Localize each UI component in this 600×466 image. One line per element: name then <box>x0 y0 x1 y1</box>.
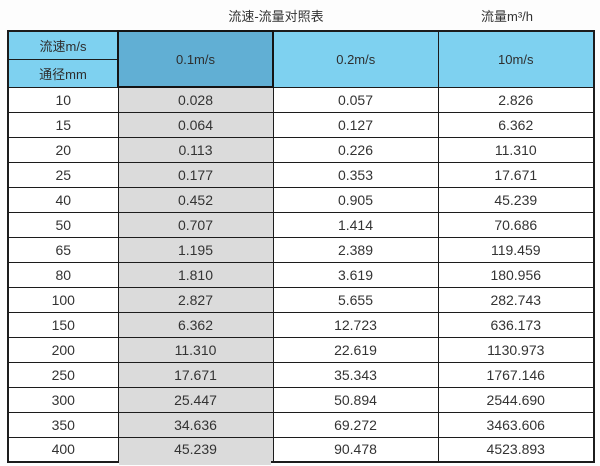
table-row: 300 25.447 50.894 2544.690 <box>7 386 595 413</box>
flow-value-cell: 636.173 <box>437 311 595 338</box>
diameter-cell: 300 <box>7 386 119 413</box>
diameter-cell: 40 <box>7 186 119 213</box>
flow-value-cell: 1130.973 <box>437 336 595 363</box>
table-row: 10 0.028 0.057 2.826 <box>7 86 595 113</box>
corner-diameter-label: 通径mm <box>7 58 119 88</box>
flow-value-cell: 17.671 <box>117 361 274 388</box>
table-row: 65 1.195 2.389 119.459 <box>7 236 595 263</box>
flow-conversion-table: 流速m/s 0.1m/s 0.2m/s 10m/s 通径mm 10 0.028 0.… <box>7 30 595 463</box>
diameter-cell: 250 <box>7 361 119 388</box>
table-row: 15 0.064 0.127 6.362 <box>7 111 595 138</box>
table-row: 200 11.310 22.619 1130.973 <box>7 336 595 363</box>
flow-value-cell: 0.905 <box>272 186 439 213</box>
flow-value-cell: 0.064 <box>117 111 274 138</box>
flow-value-cell: 2.826 <box>437 86 595 113</box>
diameter-cell: 20 <box>7 136 119 163</box>
diameter-cell: 15 <box>7 111 119 138</box>
flow-value-cell: 6.362 <box>437 111 595 138</box>
diameter-cell: 25 <box>7 161 119 188</box>
table-row: 350 34.636 69.272 3463.606 <box>7 411 595 438</box>
flow-value-cell: 45.239 <box>117 436 274 463</box>
flow-value-cell: 5.655 <box>272 286 439 313</box>
flow-value-cell: 11.310 <box>117 336 274 363</box>
table-row: 80 1.810 3.619 180.956 <box>7 261 595 288</box>
flow-value-cell: 2544.690 <box>437 386 595 413</box>
header-row-top: 流速m/s 0.1m/s 0.2m/s 10m/s <box>7 30 595 88</box>
flow-value-cell: 22.619 <box>272 336 439 363</box>
table-body: 10 0.028 0.057 2.826 15 0.064 0.127 6.362 20 0.11… <box>7 86 595 463</box>
table-header: 流速m/s 0.1m/s 0.2m/s 10m/s 通径mm <box>7 30 595 88</box>
flow-value-cell: 34.636 <box>117 411 274 438</box>
diameter-cell: 400 <box>7 436 119 463</box>
table-row: 20 0.113 0.226 11.310 <box>7 136 595 163</box>
diameter-cell: 10 <box>7 86 119 113</box>
flow-value-cell: 0.057 <box>272 86 439 113</box>
table-row: 25 0.177 0.353 17.671 <box>7 161 595 188</box>
table-row: 150 6.362 12.723 636.173 <box>7 311 595 338</box>
diameter-cell: 50 <box>7 211 119 238</box>
header-row-bottom: 通径mm <box>7 58 594 88</box>
flow-value-cell: 0.177 <box>117 161 274 188</box>
flow-value-cell: 70.686 <box>437 211 595 238</box>
flow-value-cell: 25.447 <box>117 386 274 413</box>
flow-unit-label: 流量m³/h <box>480 9 534 24</box>
flow-value-cell: 12.723 <box>272 311 439 338</box>
flow-value-cell: 1.810 <box>117 261 274 288</box>
flow-value-cell: 4523.893 <box>437 436 595 463</box>
flow-value-cell: 90.478 <box>272 436 439 463</box>
flow-value-cell: 0.707 <box>117 211 274 238</box>
flow-value-cell: 282.743 <box>437 286 595 313</box>
flow-value-cell: 69.272 <box>272 411 439 438</box>
flow-value-cell: 0.028 <box>117 86 274 113</box>
table-row: 100 2.827 5.655 282.743 <box>7 286 595 313</box>
table-row: 400 45.239 90.478 4523.893 <box>7 436 595 463</box>
diameter-cell: 80 <box>7 261 119 288</box>
flow-value-cell: 17.671 <box>437 161 595 188</box>
flow-value-cell: 1.195 <box>117 236 274 263</box>
flow-value-cell: 0.113 <box>117 136 274 163</box>
flow-value-cell: 0.452 <box>117 186 274 213</box>
diameter-cell: 200 <box>7 336 119 363</box>
flow-value-cell: 0.353 <box>272 161 439 188</box>
table-row: 50 0.707 1.414 70.686 <box>7 211 595 238</box>
flow-value-cell: 50.894 <box>272 386 439 413</box>
diameter-cell: 150 <box>7 311 119 338</box>
flow-value-cell: 35.343 <box>272 361 439 388</box>
column-header-0-2ms: 0.2m/s <box>272 30 439 88</box>
flow-value-cell: 119.459 <box>437 236 595 263</box>
diameter-cell: 350 <box>7 411 119 438</box>
diameter-cell: 65 <box>7 236 119 263</box>
flow-value-cell: 180.956 <box>437 261 595 288</box>
flow-value-cell: 0.127 <box>272 111 439 138</box>
flow-value-cell: 1.414 <box>272 211 439 238</box>
flow-value-cell: 6.362 <box>117 311 274 338</box>
flow-value-cell: 3463.606 <box>437 411 595 438</box>
table-row: 40 0.452 0.905 45.239 <box>7 186 595 213</box>
flow-value-cell: 11.310 <box>437 136 595 163</box>
flow-value-cell: 3.619 <box>272 261 439 288</box>
highlight-column-overhang <box>119 461 271 465</box>
flow-value-cell: 2.389 <box>272 236 439 263</box>
table-title: 流速-流量对照表 <box>228 9 324 24</box>
flow-value-cell: 0.226 <box>272 136 439 163</box>
corner-velocity-label: 流速m/s <box>7 30 119 60</box>
flow-value-cell: 45.239 <box>437 186 595 213</box>
flow-value-cell: 1767.146 <box>437 361 595 388</box>
diameter-cell: 100 <box>7 286 119 313</box>
column-header-10ms: 10m/s <box>437 30 595 88</box>
table-row: 250 17.671 35.343 1767.146 <box>7 361 595 388</box>
column-header-0-1ms: 0.1m/s <box>117 30 274 88</box>
flow-value-cell: 2.827 <box>117 286 274 313</box>
